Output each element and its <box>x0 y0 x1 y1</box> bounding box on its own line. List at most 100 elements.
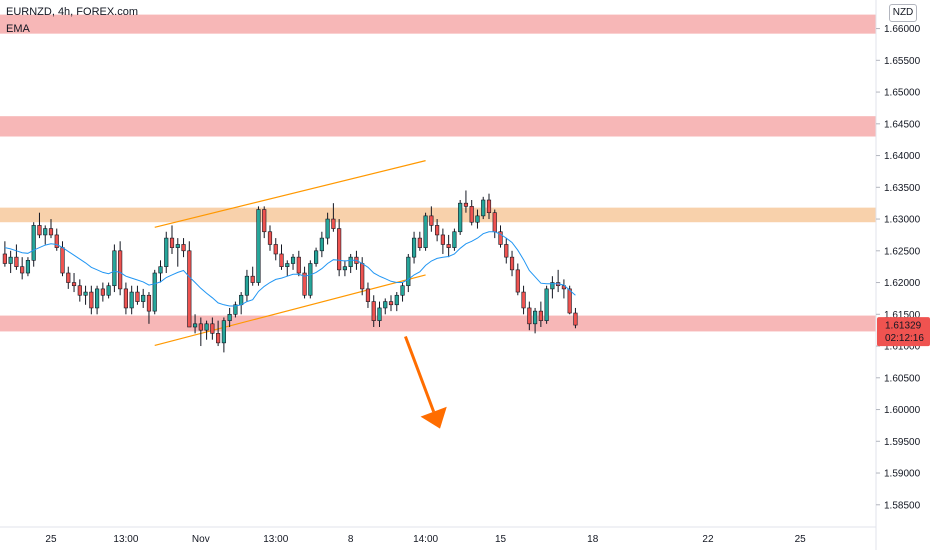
candle <box>533 307 538 334</box>
candle <box>458 200 463 235</box>
candle-body <box>573 312 578 326</box>
candle-body <box>25 260 31 274</box>
candle-body <box>71 282 77 287</box>
candle-body <box>106 285 111 296</box>
candle-body <box>267 231 273 245</box>
candle <box>429 206 434 232</box>
price-tick-label: 1.61500 <box>884 310 921 321</box>
candle-body <box>146 294 152 312</box>
candle <box>227 307 232 327</box>
candle <box>469 200 474 226</box>
candle <box>411 231 417 264</box>
candle <box>515 263 520 296</box>
candle <box>89 285 94 315</box>
candle-body <box>567 288 572 314</box>
candle <box>106 282 111 299</box>
candle <box>492 209 497 239</box>
candle <box>262 206 267 239</box>
candle <box>267 225 273 251</box>
candle <box>135 285 140 305</box>
time-tick-label: 25 <box>45 534 57 545</box>
candle <box>388 295 394 312</box>
ema-indicator-label[interactable]: EMA <box>6 23 30 35</box>
candle-body <box>538 310 543 321</box>
candle-body <box>319 237 324 252</box>
candle <box>20 257 25 280</box>
candle <box>164 231 169 274</box>
time-tick-label: 8 <box>348 534 354 545</box>
candle <box>25 257 31 277</box>
candle-body <box>152 272 157 312</box>
candle <box>37 212 42 239</box>
candle-body <box>83 291 88 296</box>
arrow-shaft <box>404 335 436 413</box>
candle-body <box>192 323 198 328</box>
candle-body <box>411 237 417 258</box>
candle <box>244 269 250 302</box>
candle <box>290 253 296 270</box>
candle-body <box>533 310 538 325</box>
candle <box>337 219 342 277</box>
candle-body <box>77 285 82 296</box>
candle-body <box>337 228 342 271</box>
candle-body <box>342 266 347 271</box>
candle-body <box>458 202 463 233</box>
candle <box>95 285 100 315</box>
candle-body <box>469 206 474 223</box>
currency-button[interactable]: NZD <box>889 4 917 22</box>
candle-body <box>100 288 105 296</box>
channel-line <box>154 274 426 346</box>
candle-body <box>348 256 353 267</box>
candle-body <box>475 215 480 223</box>
candle <box>538 301 543 327</box>
candle-body <box>216 333 221 344</box>
candle-body <box>429 215 434 226</box>
candle <box>71 273 77 293</box>
candle <box>302 266 307 299</box>
candle-body <box>481 199 486 217</box>
candle-body <box>8 256 13 264</box>
candle-body <box>118 250 123 290</box>
time-tick-label: 13:00 <box>113 534 138 545</box>
time-tick-label: 25 <box>795 534 807 545</box>
symbol-title[interactable]: EURNZD, 4h, FOREX.com <box>6 6 139 18</box>
price-tick-label: 1.65000 <box>884 88 921 99</box>
candle <box>504 238 509 264</box>
candle-body <box>371 301 376 321</box>
candle <box>8 250 13 274</box>
candle-body <box>95 288 100 309</box>
candle-body <box>417 237 422 248</box>
price-tick-label: 1.61000 <box>884 342 921 353</box>
candle-body <box>527 307 532 325</box>
arrow-layer <box>404 335 447 429</box>
arrow-head <box>420 406 447 429</box>
candle-body <box>331 218 336 229</box>
candle <box>331 203 336 232</box>
candle <box>440 228 445 254</box>
candles-layer <box>2 190 578 353</box>
candle-body <box>158 266 163 274</box>
candle <box>371 295 376 327</box>
price-tag-bg <box>877 317 930 347</box>
price-tick-label: 1.64000 <box>884 151 921 162</box>
candle <box>573 307 578 329</box>
candle-body <box>360 263 365 290</box>
time-axis[interactable]: 25 13:00 Nov 13:00 8 14:00 15 18 22 25 <box>45 534 806 545</box>
candle <box>446 234 451 258</box>
candle <box>158 260 163 283</box>
candle <box>256 206 261 286</box>
candle-body <box>365 288 371 302</box>
last-price-label: 1.61329 <box>885 321 922 332</box>
candle <box>181 238 186 258</box>
candle <box>54 228 59 251</box>
price-axis[interactable]: 1.66000 1.65500 1.65000 1.64500 1.64000 1.635… <box>876 24 921 511</box>
candle <box>152 269 157 315</box>
candle-body <box>37 225 42 236</box>
time-tick-label: 13:00 <box>263 534 288 545</box>
orange-zone <box>0 207 876 223</box>
time-tick-label: 22 <box>702 534 714 545</box>
candle-body <box>20 266 25 274</box>
candle-body <box>388 301 394 306</box>
candle <box>365 282 371 308</box>
